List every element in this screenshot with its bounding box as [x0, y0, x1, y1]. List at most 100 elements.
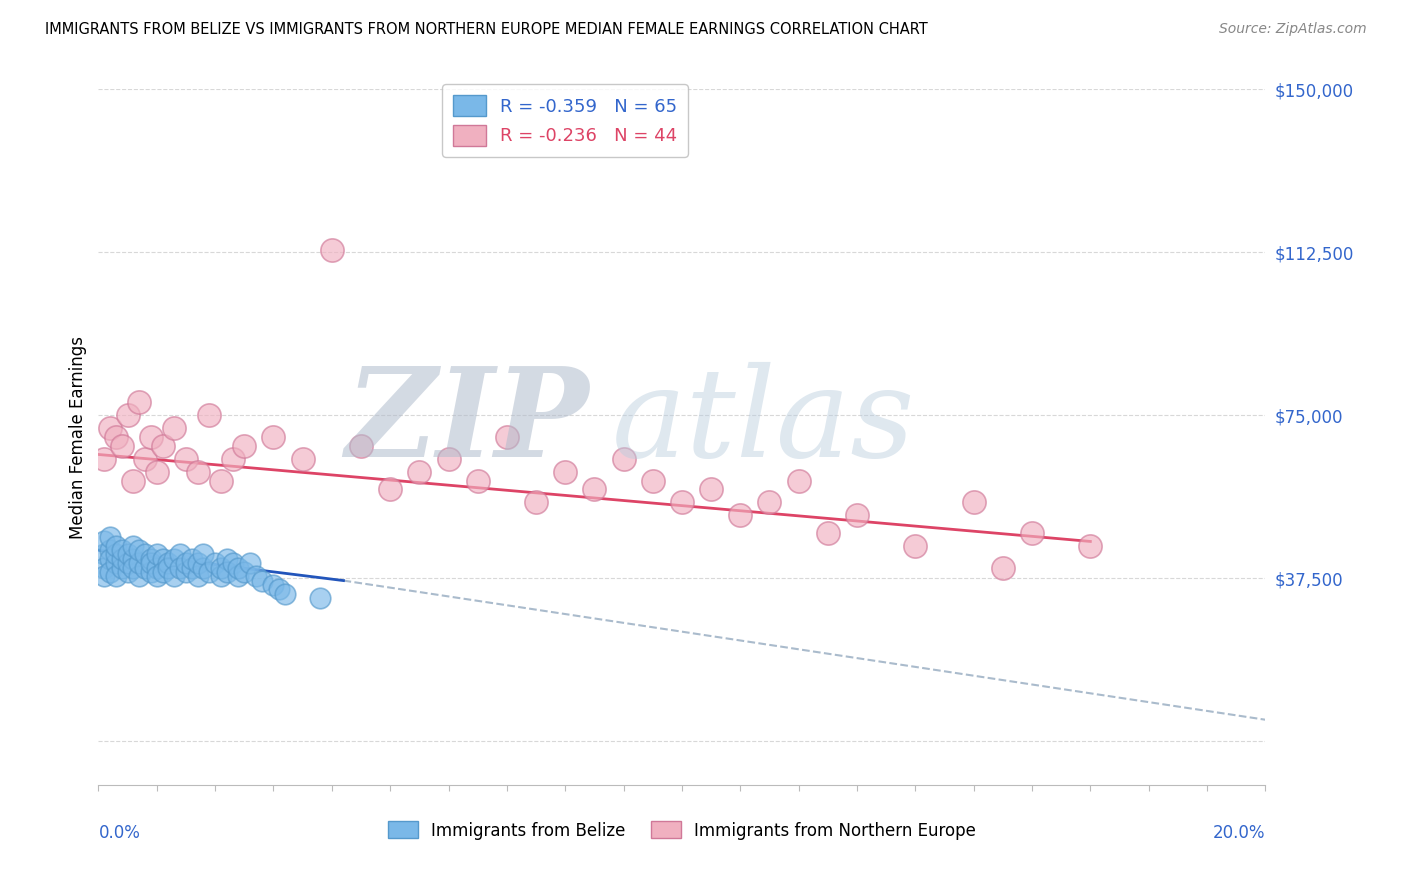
Point	[524, 495, 547, 509]
Point	[104, 556, 127, 570]
Point	[262, 578, 284, 592]
Point	[93, 548, 115, 562]
Point	[104, 430, 127, 444]
Point	[93, 451, 115, 466]
Text: atlas: atlas	[612, 362, 915, 484]
Point	[122, 539, 145, 553]
Point	[174, 556, 197, 570]
Point	[117, 556, 139, 570]
Point	[209, 474, 232, 488]
Point	[163, 551, 186, 566]
Point	[321, 243, 343, 257]
Point	[169, 548, 191, 562]
Point	[193, 560, 215, 574]
Point	[380, 482, 402, 496]
Y-axis label: Median Female Earnings: Median Female Earnings	[69, 335, 87, 539]
Point	[467, 474, 489, 488]
Point	[215, 551, 238, 566]
Point	[152, 439, 174, 453]
Text: 0.0%: 0.0%	[98, 824, 141, 842]
Point	[128, 543, 150, 558]
Point	[209, 569, 232, 583]
Point	[187, 569, 209, 583]
Text: ZIP: ZIP	[344, 362, 589, 484]
Point	[174, 565, 197, 579]
Point	[215, 565, 238, 579]
Point	[93, 569, 115, 583]
Point	[98, 421, 121, 435]
Point	[93, 560, 115, 574]
Point	[846, 508, 869, 523]
Point	[169, 560, 191, 574]
Point	[163, 569, 186, 583]
Point	[787, 474, 810, 488]
Point	[269, 582, 291, 597]
Point	[274, 587, 297, 601]
Point	[134, 560, 156, 574]
Point	[291, 451, 314, 466]
Point	[146, 548, 169, 562]
Point	[1080, 539, 1102, 553]
Point	[104, 569, 127, 583]
Point	[111, 551, 134, 566]
Point	[437, 451, 460, 466]
Point	[730, 508, 752, 523]
Point	[991, 560, 1014, 574]
Point	[146, 560, 169, 574]
Point	[612, 451, 634, 466]
Point	[128, 395, 150, 409]
Point	[554, 465, 576, 479]
Point	[146, 465, 169, 479]
Point	[209, 560, 232, 574]
Text: 20.0%: 20.0%	[1213, 824, 1265, 842]
Point	[221, 556, 243, 570]
Point	[233, 439, 256, 453]
Point	[98, 530, 121, 544]
Point	[671, 495, 693, 509]
Point	[1021, 525, 1043, 540]
Point	[198, 409, 221, 423]
Point	[180, 560, 202, 574]
Point	[157, 556, 180, 570]
Point	[122, 560, 145, 574]
Point	[139, 551, 162, 566]
Point	[134, 451, 156, 466]
Point	[146, 569, 169, 583]
Point	[250, 574, 273, 588]
Point	[245, 569, 267, 583]
Point	[139, 565, 162, 579]
Point	[309, 591, 332, 605]
Point	[962, 495, 984, 509]
Point	[157, 560, 180, 574]
Point	[641, 474, 664, 488]
Point	[152, 551, 174, 566]
Point	[262, 430, 284, 444]
Point	[152, 565, 174, 579]
Point	[198, 565, 221, 579]
Point	[104, 539, 127, 553]
Point	[139, 556, 162, 570]
Point	[163, 421, 186, 435]
Point	[117, 409, 139, 423]
Point	[98, 565, 121, 579]
Point	[98, 551, 121, 566]
Point	[117, 565, 139, 579]
Legend: Immigrants from Belize, Immigrants from Northern Europe: Immigrants from Belize, Immigrants from …	[381, 814, 983, 847]
Point	[239, 556, 262, 570]
Point	[408, 465, 430, 479]
Point	[93, 534, 115, 549]
Point	[117, 548, 139, 562]
Point	[180, 551, 202, 566]
Point	[221, 451, 243, 466]
Point	[758, 495, 780, 509]
Point	[187, 465, 209, 479]
Point	[233, 565, 256, 579]
Point	[496, 430, 519, 444]
Point	[134, 548, 156, 562]
Point	[111, 439, 134, 453]
Point	[98, 543, 121, 558]
Point	[350, 439, 373, 453]
Point	[122, 551, 145, 566]
Text: IMMIGRANTS FROM BELIZE VS IMMIGRANTS FROM NORTHERN EUROPE MEDIAN FEMALE EARNINGS: IMMIGRANTS FROM BELIZE VS IMMIGRANTS FRO…	[45, 22, 928, 37]
Point	[122, 474, 145, 488]
